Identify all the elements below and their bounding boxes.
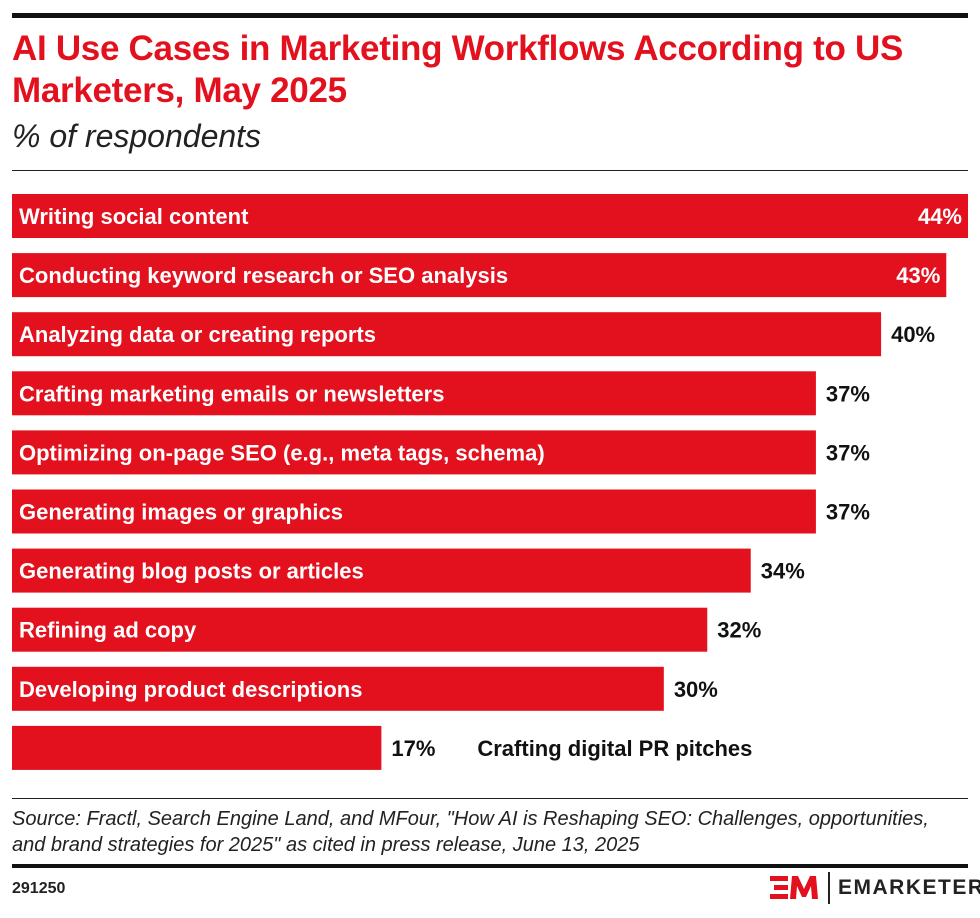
category-label: Analyzing data or creating reports [19, 322, 376, 347]
bar [12, 548, 751, 593]
value-label: 37% [826, 500, 870, 525]
category-label: Conducting keyword research or SEO analy… [19, 263, 508, 288]
footer-bar [12, 864, 968, 868]
category-label: Crafting marketing emails or newsletters [19, 381, 444, 406]
value-label: 34% [761, 559, 805, 584]
bar [12, 725, 382, 770]
value-label: 44% [918, 204, 962, 229]
category-label: Refining ad copy [19, 618, 197, 643]
bar [12, 489, 816, 534]
value-label: 43% [896, 263, 940, 288]
category-label: Optimizing on-page SEO (e.g., meta tags,… [19, 440, 545, 465]
chart-subtitle: % of respondents [12, 118, 262, 154]
chart-title: AI Use Cases in Marketing Workflows Acco… [12, 29, 903, 110]
value-label: 17% [391, 736, 435, 761]
brand-name: EMARKETER [838, 876, 980, 899]
value-label: 32% [717, 618, 761, 643]
value-label: 30% [674, 677, 718, 702]
category-label: Writing social content [19, 204, 249, 229]
value-label: 37% [826, 440, 870, 465]
bar [12, 607, 708, 652]
logo-separator [828, 872, 830, 904]
footer-divider [12, 798, 968, 799]
em-logo-icon [770, 876, 818, 899]
bar [12, 430, 816, 475]
category-label: Developing product descriptions [19, 677, 362, 702]
category-label: Crafting digital PR pitches [477, 736, 752, 761]
emarketer-logo: EMARKETER [770, 872, 980, 904]
source-note: Source: Fractl, Search Engine Land, and … [12, 808, 929, 856]
top-bar [12, 13, 968, 18]
bar [12, 371, 816, 416]
bar [12, 666, 664, 711]
category-label: Generating blog posts or articles [19, 559, 364, 584]
bar [12, 312, 882, 357]
bar [12, 194, 968, 238]
chart-id: 291250 [12, 880, 66, 897]
header-divider [12, 170, 968, 171]
category-label: Generating images or graphics [19, 500, 343, 525]
bar [12, 253, 947, 298]
value-label: 40% [891, 322, 935, 347]
value-label: 37% [826, 381, 870, 406]
